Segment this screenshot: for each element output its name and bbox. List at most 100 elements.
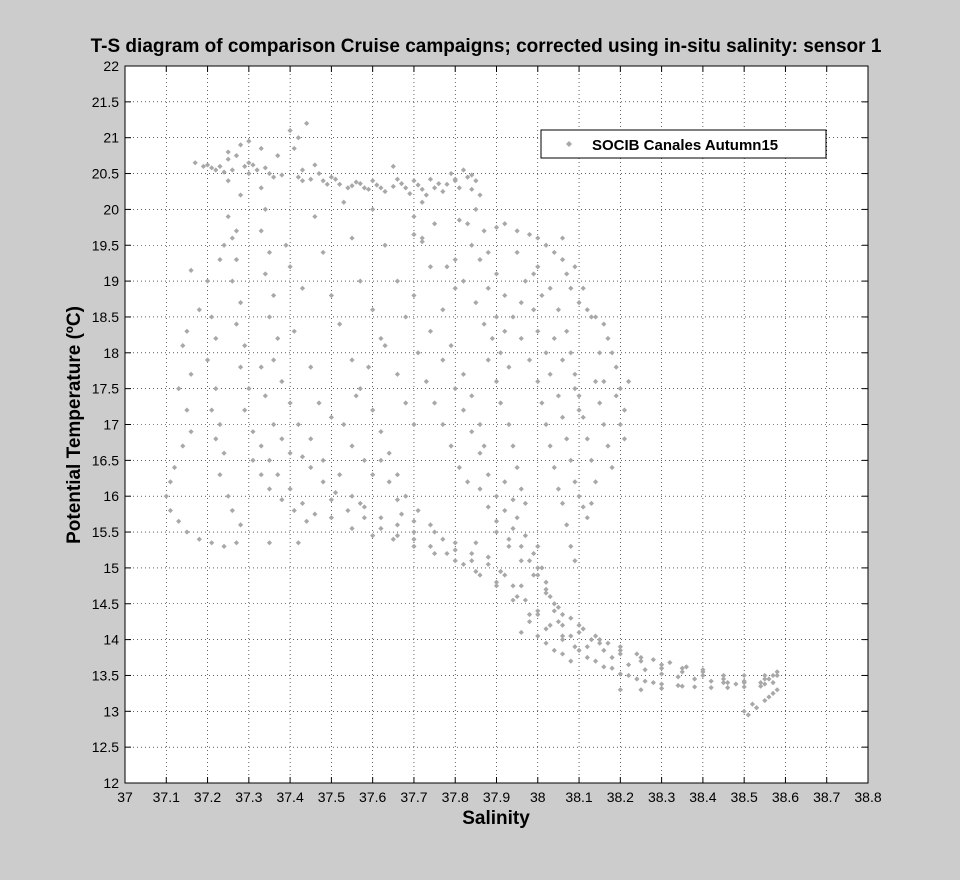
scatter-point	[448, 170, 454, 177]
scatter-point	[237, 364, 244, 370]
scatter-point	[460, 167, 467, 173]
scatter-point	[258, 228, 264, 234]
scatter-point	[758, 683, 764, 689]
scatter-point	[411, 529, 417, 535]
scatter-point	[477, 421, 483, 428]
x-tick-label: 38.4	[689, 789, 716, 805]
scatter-point	[196, 536, 202, 542]
scatter-point	[250, 457, 256, 463]
scatter-point	[378, 185, 384, 191]
scatter-point	[370, 472, 376, 478]
scatter-point	[192, 160, 198, 166]
scatter-point	[217, 472, 223, 478]
scatter-point	[465, 174, 471, 180]
scatter-point	[469, 186, 475, 192]
scatter-point	[617, 386, 623, 392]
scatter-point	[320, 178, 326, 184]
scatter-point	[411, 536, 417, 542]
scatter-point	[667, 659, 673, 666]
y-tick-label: 21.5	[92, 94, 119, 110]
scatter-point	[262, 271, 268, 277]
scatter-point	[345, 507, 351, 514]
scatter-point	[452, 540, 458, 546]
scatter-point	[543, 421, 549, 428]
scatter-point	[601, 664, 607, 670]
scatter-point	[403, 314, 409, 320]
scatter-point	[518, 558, 524, 564]
scatter-point	[308, 176, 314, 182]
scatter-point	[498, 400, 504, 406]
scatter-point	[295, 174, 301, 180]
scatter-point	[526, 231, 533, 238]
scatter-point	[605, 335, 611, 342]
scatter-point	[332, 490, 339, 496]
scatter-point	[320, 249, 326, 256]
scatter-point	[258, 145, 264, 152]
scatter-point	[720, 672, 727, 679]
scatter-point	[551, 608, 557, 614]
scatter-point	[485, 249, 491, 256]
x-tick-label: 37.4	[276, 789, 303, 805]
scatter-point	[535, 264, 541, 270]
scatter-point	[229, 278, 235, 284]
scatter-point	[659, 685, 665, 691]
scatter-point	[312, 162, 318, 168]
scatter-point	[209, 540, 215, 546]
scatter-point	[502, 479, 508, 485]
scatter-point	[572, 644, 578, 650]
scatter-point	[506, 421, 512, 428]
scatter-point	[621, 436, 628, 442]
scatter-point	[576, 493, 582, 499]
scatter-point	[440, 421, 446, 428]
scatter-point	[597, 640, 603, 646]
scatter-point	[411, 421, 417, 428]
scatter-point	[258, 443, 264, 449]
y-tick-label: 19.5	[92, 237, 119, 253]
scatter-point	[431, 529, 438, 535]
scatter-point	[444, 550, 450, 557]
scatter-point	[209, 165, 215, 171]
scatter-point	[510, 583, 516, 589]
scatter-point	[518, 583, 524, 589]
scatter-point	[180, 443, 186, 449]
scatter-point	[370, 206, 376, 212]
y-tick-label: 19	[103, 273, 119, 289]
scatter-point	[209, 407, 215, 413]
scatter-point	[266, 457, 273, 463]
scatter-point	[564, 271, 570, 277]
y-tick-label: 12	[103, 775, 119, 791]
scatter-point	[642, 678, 648, 684]
scatter-point	[617, 671, 623, 677]
scatter-point	[770, 680, 776, 686]
scatter-point	[361, 185, 368, 191]
scatter-point	[683, 664, 689, 670]
scatter-point	[295, 540, 301, 546]
scatter-point	[271, 357, 277, 363]
scatter-point	[559, 414, 566, 420]
scatter-point	[535, 235, 541, 241]
scatter-point	[370, 533, 376, 539]
scatter-point	[543, 242, 549, 248]
scatter-point	[204, 278, 211, 284]
scatter-point	[708, 678, 714, 684]
scatter-point	[473, 178, 479, 184]
scatter-point	[638, 658, 644, 664]
scatter-point	[559, 500, 566, 506]
scatter-point	[547, 622, 553, 628]
scatter-point	[692, 684, 698, 690]
scatter-point	[436, 180, 442, 187]
scatter-point	[514, 228, 520, 234]
scatter-point	[465, 479, 471, 485]
scatter-point	[555, 486, 562, 492]
scatter-point	[398, 180, 405, 187]
scatter-point	[266, 249, 273, 256]
y-tick-label: 20.5	[92, 166, 119, 182]
scatter-point	[370, 407, 376, 413]
scatter-point	[481, 443, 487, 449]
x-tick-label: 38.5	[731, 789, 758, 805]
scatter-point	[262, 165, 268, 171]
scatter-point	[588, 637, 595, 643]
scatter-point	[291, 507, 297, 514]
scatter-point	[518, 300, 524, 306]
scatter-point	[576, 647, 582, 653]
